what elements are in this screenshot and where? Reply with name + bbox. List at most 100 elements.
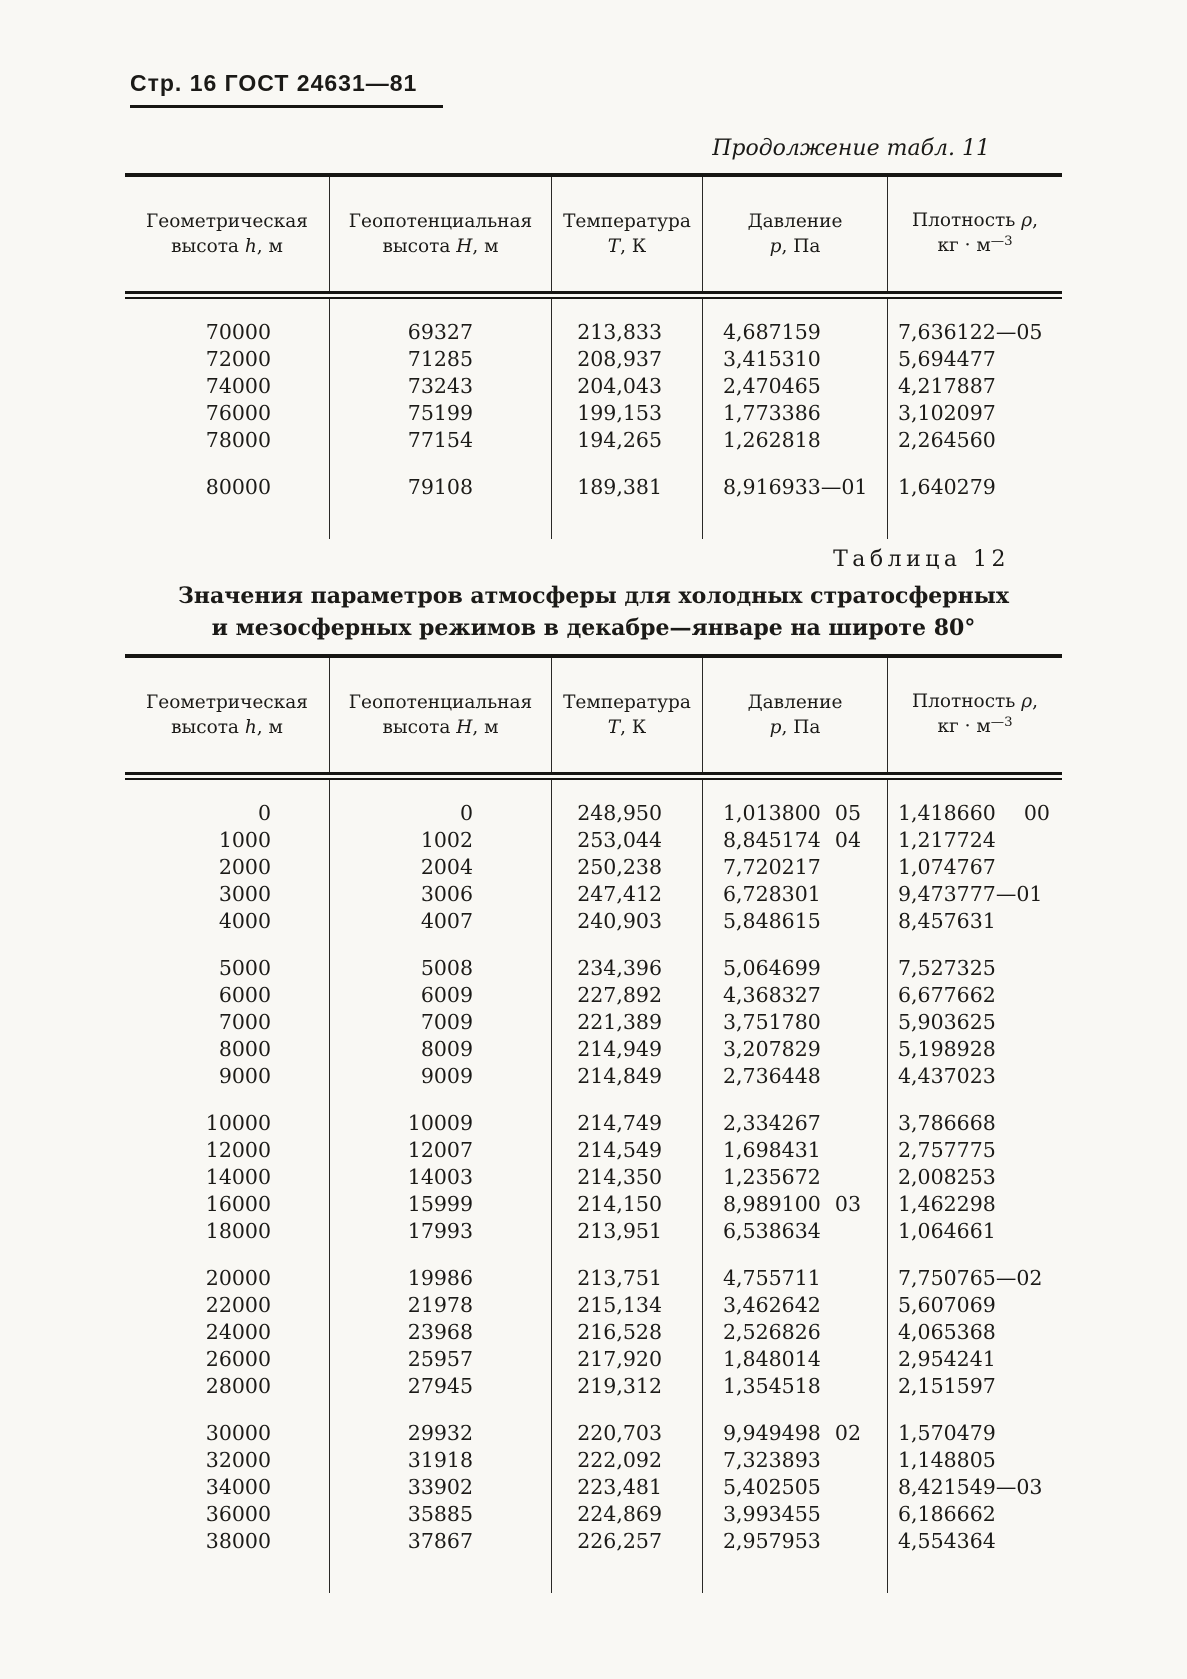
column-header-line: T, К bbox=[552, 234, 702, 259]
cell-geometric-height: 26000 bbox=[205, 1347, 271, 1371]
cell-temperature: 217,920 bbox=[577, 1347, 662, 1371]
table-column: 1,013800 05 8,845174 04 7,720217 6,728301 5,84… bbox=[703, 780, 888, 1593]
pressure-value: 3,207829 bbox=[723, 1037, 821, 1061]
cell-temperature: 194,265 bbox=[577, 428, 662, 452]
pressure-value: 1,013800 bbox=[723, 801, 821, 825]
cell-geometric-height: 2000 bbox=[218, 855, 271, 879]
cell-geometric-height: 28000 bbox=[205, 1374, 271, 1398]
cell-temperature: 204,043 bbox=[577, 374, 662, 398]
cell-geometric-height: 20000 bbox=[205, 1266, 271, 1290]
header-text-fragment: , bbox=[1032, 691, 1039, 712]
cell-density: 4,554364 bbox=[888, 1528, 1062, 1555]
table12-title-line1: Значения параметров атмосферы для холодн… bbox=[178, 583, 1009, 609]
cell-pressure: 3,207829 bbox=[703, 1036, 887, 1063]
header-text-fragment: Геопотенциальная bbox=[348, 211, 533, 232]
table-column: 213,833 208,937 204,043 199,153 194,265 189,3… bbox=[552, 299, 703, 539]
cell-pressure: 3,415310 bbox=[703, 346, 887, 373]
density-value: 2,151597 bbox=[898, 1374, 996, 1398]
density-value: 4,554364 bbox=[898, 1529, 996, 1553]
cell-density: 2,264560 bbox=[888, 427, 1062, 454]
cell-geopotential-height: 4007 bbox=[420, 909, 473, 933]
header-text-fragment: Плотность bbox=[911, 210, 1022, 231]
pressure-value: 5,848615 bbox=[723, 909, 821, 933]
column-header-line: Давление bbox=[703, 690, 887, 715]
header-text-fragment: , м bbox=[472, 717, 499, 738]
pressure-value: 3,993455 bbox=[723, 1502, 821, 1526]
cell-temperature: 214,949 bbox=[577, 1037, 662, 1061]
cell-density: 5,694477 bbox=[888, 346, 1062, 373]
header-separator-rule bbox=[125, 291, 1062, 299]
pressure-value: 4,687159 bbox=[723, 320, 821, 344]
density-value: 2,264560 bbox=[898, 428, 996, 452]
header-text-fragment: , Па bbox=[781, 236, 821, 257]
table12-title: Значения параметров атмосферы для холодн… bbox=[125, 580, 1062, 644]
cell-temperature: 216,528 bbox=[577, 1320, 662, 1344]
cell-pressure: 3,462642 bbox=[703, 1292, 887, 1319]
column-header-line: p, Па bbox=[703, 234, 887, 259]
header-separator-rule bbox=[125, 772, 1062, 780]
cell-geopotential-height: 75199 bbox=[407, 401, 473, 425]
cell-density: 2,151597 bbox=[888, 1373, 1062, 1400]
header-text-fragment: Давление bbox=[747, 211, 843, 232]
pressure-value: 1,848014 bbox=[723, 1347, 821, 1371]
header-text-fragment: p bbox=[769, 236, 782, 257]
table-column: 248,950 253,044 250,238 247,412 240,903 234,3… bbox=[552, 780, 703, 1593]
table-column: 1,418660 00 1,217724 1,074767 9,473777—01 8,4… bbox=[888, 780, 1062, 1593]
cell-pressure: 2,470465 bbox=[703, 373, 887, 400]
cell-geometric-height: 22000 bbox=[205, 1293, 271, 1317]
column-header-line: Температура bbox=[552, 209, 702, 234]
density-value: 1,064661 bbox=[898, 1219, 996, 1243]
cell-temperature: 250,238 bbox=[577, 855, 662, 879]
density-value: 1,570479 bbox=[898, 1421, 996, 1445]
pressure-value: 3,462642 bbox=[723, 1293, 821, 1317]
cell-pressure: 8,916933—01 bbox=[703, 474, 887, 501]
column-header: Геопотенциальная высота H, м bbox=[330, 177, 552, 291]
cell-temperature: 214,150 bbox=[577, 1192, 662, 1216]
table-column: 0 1002 2004 3006 4007 5008 6009 7009 8009 9009 100… bbox=[330, 780, 552, 1593]
pressure-exponent: 05 bbox=[834, 801, 861, 825]
cell-geometric-height: 5000 bbox=[218, 956, 271, 980]
header-text-fragment: Температура bbox=[563, 211, 691, 232]
pressure-value: 5,064699 bbox=[723, 956, 821, 980]
header-text-fragment: Геопотенциальная bbox=[348, 692, 533, 713]
cell-geometric-height: 80000 bbox=[205, 475, 271, 499]
cell-geometric-height: 6000 bbox=[218, 983, 271, 1007]
pressure-value: 2,526826 bbox=[723, 1320, 821, 1344]
cell-pressure: 2,736448 bbox=[703, 1063, 887, 1090]
cell-temperature: 253,044 bbox=[577, 828, 662, 852]
table-column: 69327 71285 73243 75199 77154 79108 bbox=[330, 299, 552, 539]
page-content: Продолжение табл. 11 Геометрическая высот… bbox=[125, 136, 1062, 1593]
cell-temperature: 215,134 bbox=[577, 1293, 662, 1317]
table-column: 7,636122—05 5,694477 4,217887 3,102097 2,264… bbox=[888, 299, 1062, 539]
cell-temperature: 222,092 bbox=[577, 1448, 662, 1472]
density-value: 2,954241 bbox=[898, 1347, 996, 1371]
cell-pressure: 1,354518 bbox=[703, 1373, 887, 1400]
column-header-line: Давление bbox=[703, 209, 887, 234]
cell-density: 6,186662 bbox=[888, 1501, 1062, 1528]
cell-geometric-height: 12000 bbox=[205, 1138, 271, 1162]
cell-density: 6,677662 bbox=[888, 982, 1062, 1009]
cell-geometric-height: 14000 bbox=[205, 1165, 271, 1189]
cell-geopotential-height: 23968 bbox=[407, 1320, 473, 1344]
column-header: Температура T, К bbox=[552, 177, 703, 291]
density-value: 7,636122—05 bbox=[898, 320, 1043, 344]
table11-caption: Продолжение табл. 11 bbox=[712, 136, 990, 161]
density-value: 5,198928 bbox=[898, 1037, 996, 1061]
cell-density: 7,750765—02 bbox=[888, 1265, 1062, 1292]
density-value: 2,757775 bbox=[898, 1138, 996, 1162]
cell-geometric-height: 34000 bbox=[205, 1475, 271, 1499]
column-header-line: Температура bbox=[552, 690, 702, 715]
pressure-value: 8,845174 bbox=[723, 828, 821, 852]
cell-geometric-height: 7000 bbox=[218, 1010, 271, 1034]
table12-title-line2: и мезосферных режимов в декабре—январе н… bbox=[211, 615, 976, 641]
cell-geopotential-height: 5008 bbox=[420, 956, 473, 980]
column-header-line: Геопотенциальная bbox=[330, 209, 551, 234]
cell-pressure: 2,957953 bbox=[703, 1528, 887, 1555]
pressure-value: 6,538634 bbox=[723, 1219, 821, 1243]
header-text-fragment: ρ bbox=[1021, 210, 1033, 231]
cell-geopotential-height: 77154 bbox=[407, 428, 473, 452]
cell-geopotential-height: 71285 bbox=[407, 347, 473, 371]
header-text-fragment: —3 bbox=[990, 715, 1013, 731]
cell-pressure: 9,949498 02 bbox=[703, 1420, 887, 1447]
cell-pressure: 5,064699 bbox=[703, 955, 887, 982]
